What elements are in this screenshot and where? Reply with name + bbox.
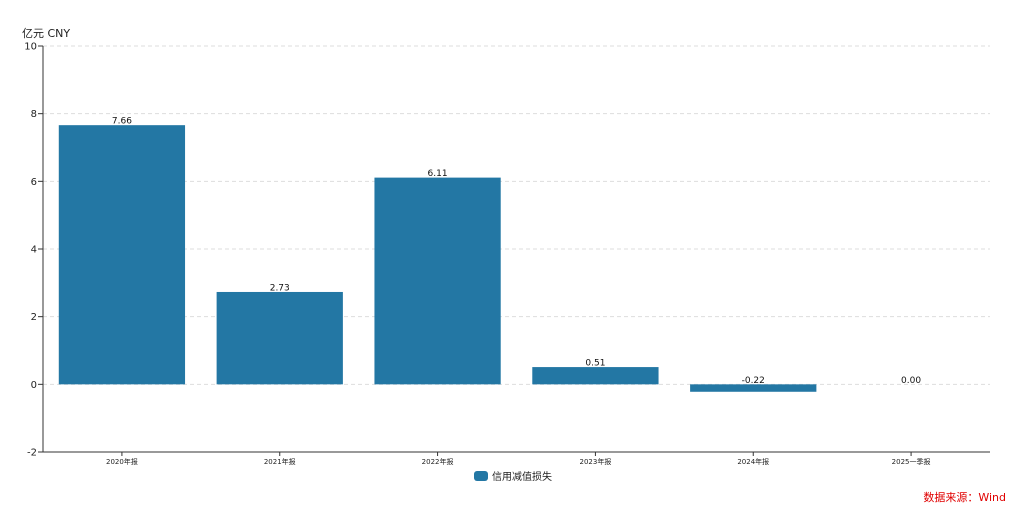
bar-data-label: 6.11 xyxy=(428,169,448,179)
x-category-label: 2022年报 xyxy=(422,457,454,466)
x-category-label: 2021年报 xyxy=(264,457,296,466)
y-tick-label: -2 xyxy=(27,448,37,459)
bar-data-label: 2.73 xyxy=(270,283,290,293)
data-source-note: 数据来源：Wind xyxy=(923,491,1006,504)
bar-data-label: 0.51 xyxy=(585,359,605,369)
legend-series-label: 信用减值损失 xyxy=(492,470,552,483)
bar[interactable] xyxy=(216,291,343,385)
x-category-label: 2023年报 xyxy=(580,457,612,466)
y-tick-label: 6 xyxy=(31,177,37,188)
y-tick-label: 4 xyxy=(31,245,37,256)
bar[interactable] xyxy=(690,384,817,392)
labels: -2 0 2 4 6 8 10 7.66 2020年报 2.73 2021年报 6.11 2022年报 0… xyxy=(24,42,930,467)
bar[interactable] xyxy=(374,177,501,385)
y-tick-label: 0 xyxy=(31,380,37,391)
bar[interactable] xyxy=(532,367,659,385)
bar[interactable] xyxy=(58,125,186,385)
legend-swatch xyxy=(474,471,488,481)
y-tick-label: 8 xyxy=(31,109,37,120)
axes xyxy=(38,45,990,456)
x-category-label: 2024年报 xyxy=(737,457,769,466)
legend[interactable]: 信用减值损失 xyxy=(474,470,552,483)
bar-data-label: -0.22 xyxy=(742,376,765,386)
y-tick-label: 10 xyxy=(24,42,37,53)
bar-data-label: 7.66 xyxy=(112,117,132,127)
bar-data-label: 0.00 xyxy=(901,376,921,386)
x-category-label: 2020年报 xyxy=(106,457,138,466)
x-category-label: 2025一季报 xyxy=(892,457,931,466)
y-tick-label: 2 xyxy=(31,312,37,323)
y-unit-label: 亿元 CNY xyxy=(22,27,70,40)
bars xyxy=(58,125,817,392)
